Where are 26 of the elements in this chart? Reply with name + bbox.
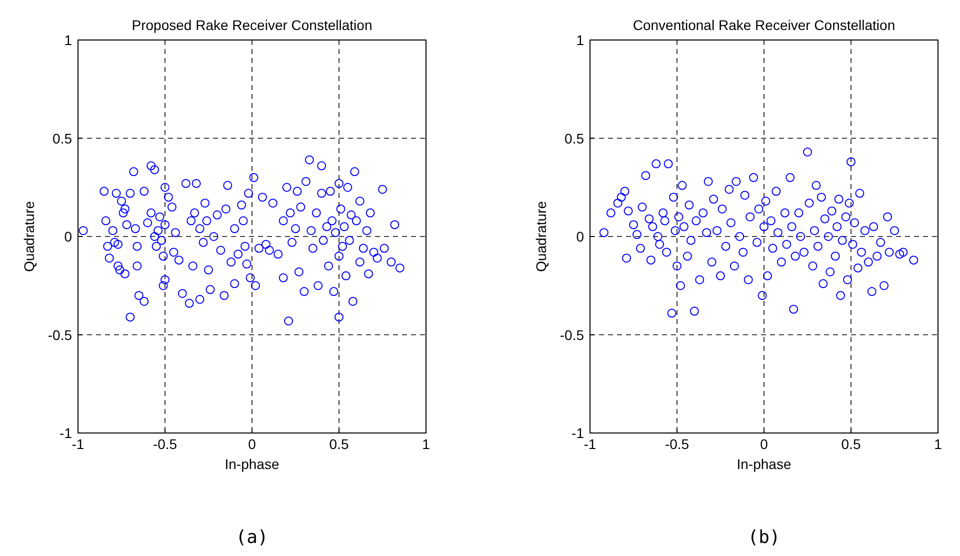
x-tick-label: -0.5 xyxy=(152,436,178,452)
x-tick-label: 0 xyxy=(248,436,256,452)
x-tick-label: 0.5 xyxy=(841,436,861,452)
x-tick-label: -0.5 xyxy=(664,436,690,452)
y-tick-label: -1 xyxy=(60,425,72,441)
y-tick-label: -0.5 xyxy=(48,326,72,343)
x-axis-title: In-phase xyxy=(736,456,792,472)
x-tick-label: 0.5 xyxy=(329,436,349,452)
y-axis-title: Quadrature xyxy=(21,200,37,272)
text: (a) xyxy=(236,527,268,548)
x-axis-title: In-phase xyxy=(224,456,280,472)
x-tick-label: 1 xyxy=(934,436,942,452)
chart-title: Proposed Rake Receiver Constellation xyxy=(132,17,372,33)
y-tick-label: -1 xyxy=(572,425,584,441)
y-axis-title: Quadrature xyxy=(533,200,549,272)
y-tick-label: 0.5 xyxy=(564,130,584,146)
text: (b) xyxy=(748,527,780,548)
x-tick-label: 1 xyxy=(422,436,430,452)
y-tick-label: 0 xyxy=(64,228,72,244)
chart-title: Conventional Rake Receiver Constellation xyxy=(632,17,896,33)
y-tick-label: 1 xyxy=(64,32,72,48)
x-tick-label: 0 xyxy=(760,436,768,452)
y-tick-label: 0.5 xyxy=(52,130,72,146)
y-tick-label: 1 xyxy=(576,32,584,48)
y-tick-label: -0.5 xyxy=(560,326,584,343)
y-tick-label: 0 xyxy=(576,228,584,244)
